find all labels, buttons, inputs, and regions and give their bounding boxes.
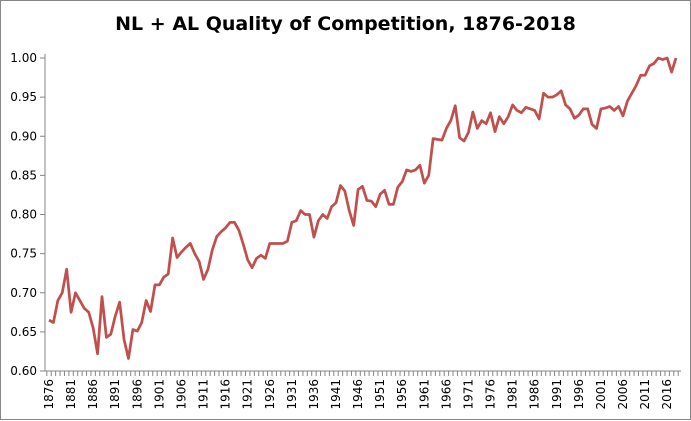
x-tick-label: 2016 bbox=[660, 379, 674, 410]
y-tick-label: 0.90 bbox=[10, 129, 37, 143]
x-tick-label: 1876 bbox=[42, 379, 56, 410]
y-tick-label: 0.75 bbox=[10, 247, 37, 261]
x-tick-label: 1886 bbox=[86, 379, 100, 410]
x-tick-label: 1951 bbox=[373, 379, 387, 410]
y-tick-label: 0.60 bbox=[10, 364, 37, 378]
x-tick-label: 1961 bbox=[417, 379, 431, 410]
y-tick-label: 0.80 bbox=[10, 208, 37, 222]
series-line bbox=[49, 58, 676, 358]
x-tick-label: 2011 bbox=[638, 379, 652, 410]
x-tick-label: 1891 bbox=[108, 379, 122, 410]
x-tick-label: 1926 bbox=[263, 379, 277, 410]
x-tick-label: 1941 bbox=[329, 379, 343, 410]
x-tick-label: 1906 bbox=[174, 379, 188, 410]
y-tick-label: 0.70 bbox=[10, 286, 37, 300]
x-tick-label: 1976 bbox=[484, 379, 498, 410]
x-tick-label: 1986 bbox=[528, 379, 542, 410]
x-tick-label: 1971 bbox=[461, 379, 475, 410]
x-tick-label: 1991 bbox=[550, 379, 564, 410]
x-tick-label: 1936 bbox=[307, 379, 321, 410]
x-tick-label: 1956 bbox=[395, 379, 409, 410]
x-tick-label: 1966 bbox=[439, 379, 453, 410]
y-tick-label: 0.95 bbox=[10, 90, 37, 104]
x-tick-label: 1896 bbox=[130, 379, 144, 410]
y-tick-label: 0.85 bbox=[10, 168, 37, 182]
x-tick-label: 2006 bbox=[616, 379, 630, 410]
x-tick-label: 1916 bbox=[219, 379, 233, 410]
x-tick-label: 1946 bbox=[351, 379, 365, 410]
x-tick-label: 1921 bbox=[241, 379, 255, 410]
y-tick-label: 1.00 bbox=[10, 51, 37, 65]
x-tick-label: 1901 bbox=[152, 379, 166, 410]
x-tick-label: 1981 bbox=[506, 379, 520, 410]
x-tick-label: 1996 bbox=[572, 379, 586, 410]
x-tick-label: 2001 bbox=[594, 379, 608, 410]
x-tick-label: 1911 bbox=[197, 379, 211, 410]
x-tick-label: 1881 bbox=[64, 379, 78, 410]
x-tick-label: 1931 bbox=[285, 379, 299, 410]
y-tick-label: 0.65 bbox=[10, 325, 37, 339]
